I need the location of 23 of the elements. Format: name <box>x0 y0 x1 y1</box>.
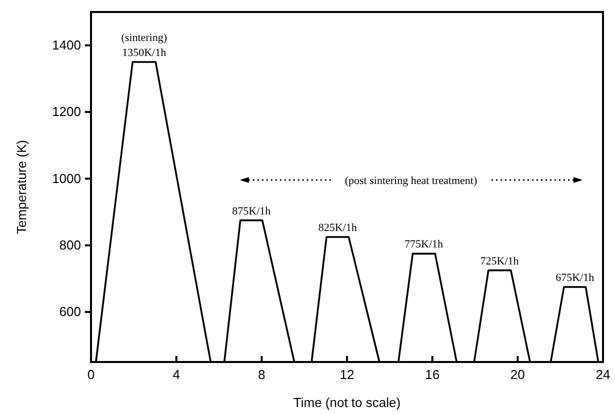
x-tick-label: 4 <box>172 367 180 382</box>
line-series <box>95 61 600 363</box>
annotation: (sintering) <box>121 32 168 44</box>
annotation: 775K/1h <box>404 238 444 251</box>
x-tick-label: 20 <box>510 367 525 382</box>
y-axis-title: Temperature (K) <box>14 140 29 234</box>
annotation: 675K/1h <box>556 272 595 284</box>
x-tick-label: 0 <box>87 367 95 382</box>
x-tick-label: 24 <box>596 367 610 382</box>
x-tick-label: 16 <box>425 367 440 382</box>
annotation: (post sintering heat treatment) <box>344 175 478 187</box>
annotation: 825K/1h <box>318 222 358 234</box>
x-tick-label: 12 <box>340 367 354 382</box>
y-tick-label: 600 <box>59 304 81 320</box>
annotation: 1350K/1h <box>122 47 167 59</box>
y-tick-label: 1400 <box>52 37 81 52</box>
annotation: 875K/1h <box>232 205 272 218</box>
x-axis-title: Time (not to scale) <box>293 395 401 410</box>
y-tick-label: 1200 <box>52 104 81 120</box>
y-tick-label: 800 <box>59 237 81 252</box>
x-tick-label: 8 <box>258 367 266 382</box>
y-tick-label: 1000 <box>52 170 81 186</box>
annotation: 725K/1h <box>480 255 520 268</box>
